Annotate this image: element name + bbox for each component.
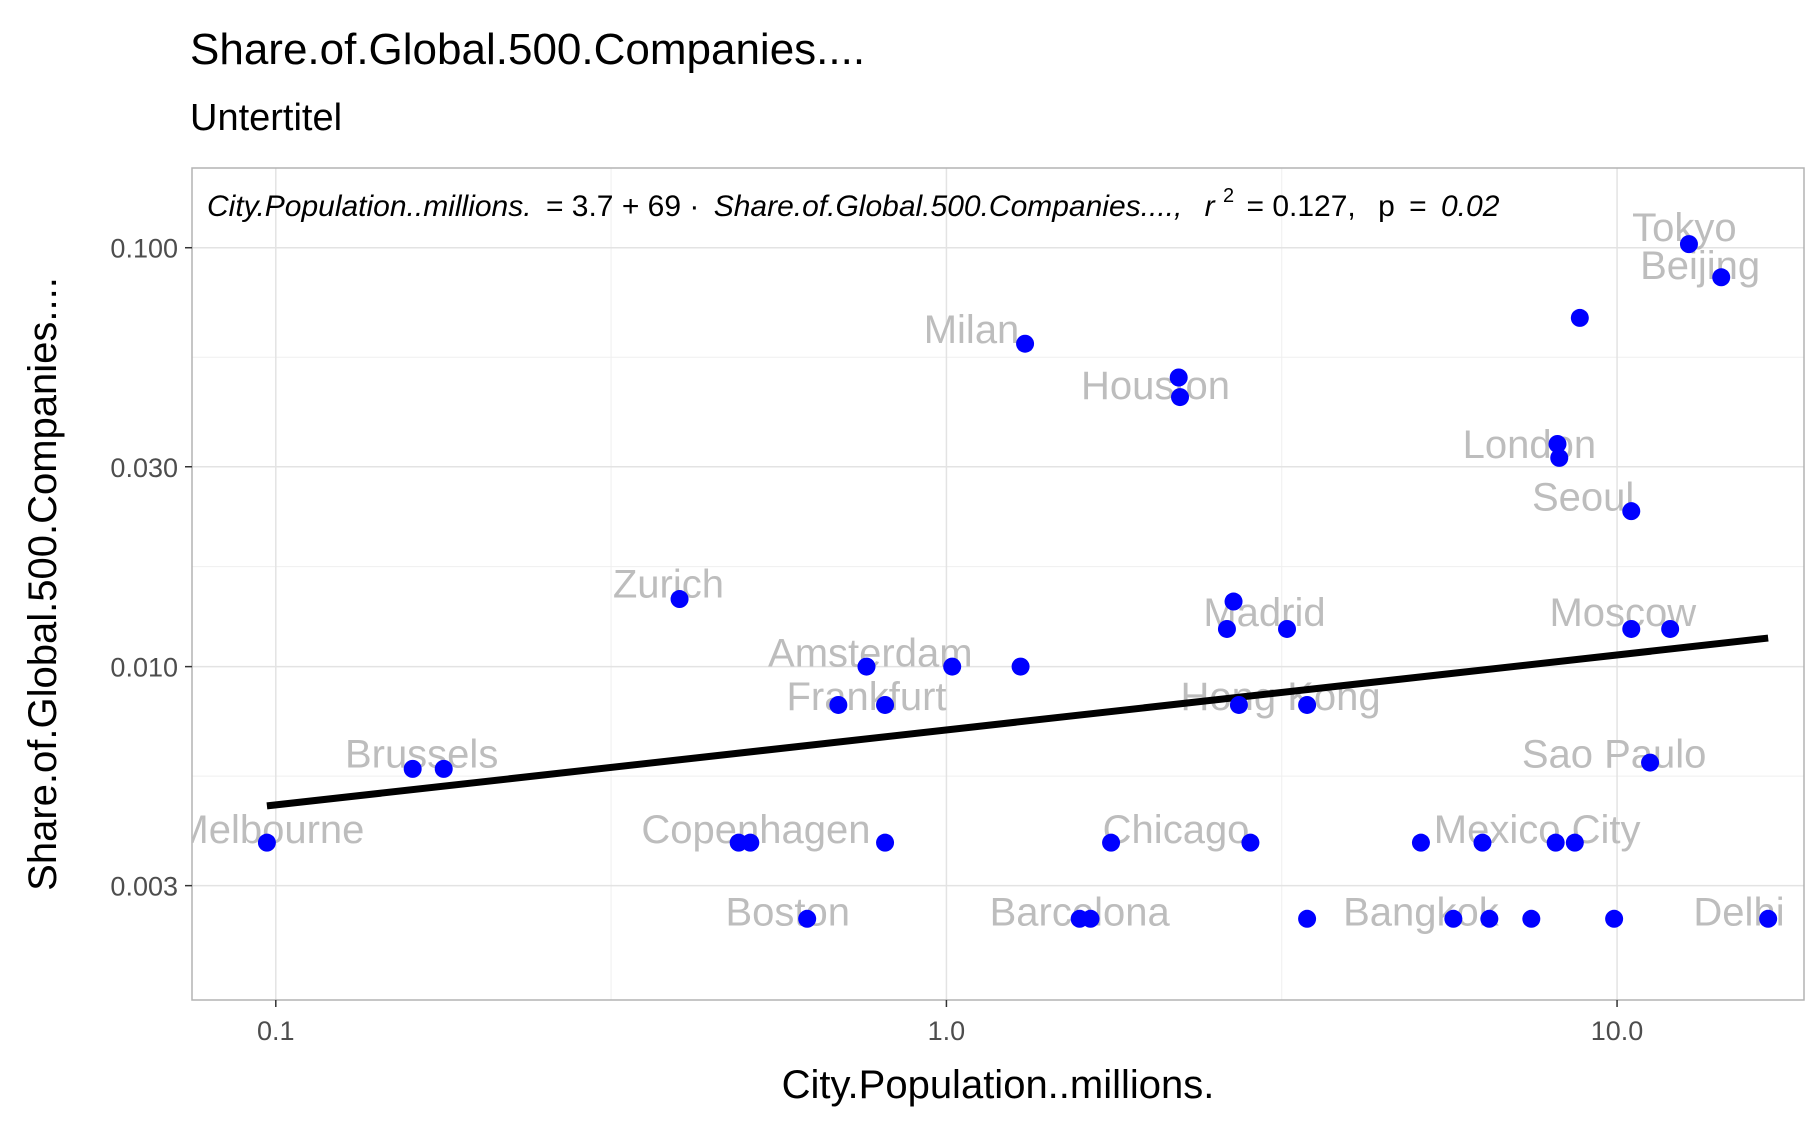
- p-value-equals: =: [1409, 190, 1427, 223]
- data-point: [876, 833, 895, 852]
- data-point: [1217, 619, 1236, 638]
- major-grid: [192, 168, 1804, 1000]
- y-tick-label: 0.100: [110, 234, 178, 264]
- data-point: [1605, 909, 1624, 928]
- p-value: 0.02: [1441, 190, 1500, 223]
- data-point: [1622, 502, 1641, 521]
- city-label: London: [1463, 423, 1596, 467]
- data-point: [829, 695, 848, 714]
- data-point: [1224, 592, 1243, 611]
- data-point: [1171, 388, 1190, 407]
- city-label: Brussels: [345, 733, 498, 777]
- data-point: [257, 833, 276, 852]
- r-squared-symbol: r: [1205, 190, 1216, 223]
- data-point: [1444, 909, 1463, 928]
- city-label: Frankfurt: [786, 675, 946, 719]
- point-labels: TokyoBeijingMilanHoustonLondonSeoulZuric…: [175, 206, 1785, 935]
- data-points: [257, 235, 1778, 928]
- x-tick-label: 10.0: [1591, 1016, 1644, 1046]
- city-label: Melbourne: [175, 808, 364, 852]
- data-point: [1565, 833, 1584, 852]
- city-label: Sao Paulo: [1522, 733, 1707, 777]
- data-point: [1522, 909, 1541, 928]
- data-point: [1679, 235, 1698, 254]
- data-point: [943, 657, 962, 676]
- equation-coefficients: = 3.7 + 69 ·: [546, 190, 708, 223]
- data-point: [741, 833, 760, 852]
- data-point: [1411, 833, 1430, 852]
- data-point: [1102, 833, 1121, 852]
- city-label: Chicago: [1103, 808, 1250, 852]
- data-point: [1759, 909, 1778, 928]
- data-point: [1278, 619, 1297, 638]
- r-squared-exponent: 2: [1223, 185, 1234, 207]
- chart-title: Share.of.Global.500.Companies....: [190, 25, 865, 74]
- data-point: [1480, 909, 1499, 928]
- x-axis-ticks: 0.1 1.0 10.0: [257, 1000, 1643, 1046]
- data-point: [1241, 833, 1260, 852]
- equation-y-term: Share.of.Global.500.Companies....,: [714, 190, 1183, 223]
- data-point: [1298, 695, 1317, 714]
- city-label: Seoul: [1532, 475, 1634, 519]
- plot-panel: [191, 167, 1805, 1001]
- data-point: [857, 657, 876, 676]
- regression-line: [266, 634, 1769, 810]
- y-tick-label: 0.030: [110, 453, 178, 483]
- data-point: [670, 590, 689, 609]
- data-point: [1661, 619, 1680, 638]
- y-tick-label: 0.010: [110, 653, 178, 683]
- x-tick-label: 0.1: [257, 1016, 295, 1046]
- data-point: [1570, 308, 1589, 327]
- data-point: [876, 695, 895, 714]
- city-label: Beijing: [1640, 244, 1760, 288]
- data-point: [1546, 833, 1565, 852]
- data-point: [1622, 619, 1641, 638]
- data-point: [1712, 268, 1731, 287]
- data-point: [1011, 657, 1030, 676]
- data-point: [1016, 334, 1035, 353]
- y-tick-label: 0.003: [110, 872, 178, 902]
- data-point: [1229, 695, 1248, 714]
- data-point: [1548, 434, 1567, 453]
- r-squared-value: = 0.127,: [1246, 190, 1355, 223]
- data-point: [1550, 448, 1569, 467]
- city-label: Zurich: [613, 562, 724, 606]
- x-tick-label: 1.0: [928, 1016, 966, 1046]
- minor-grid: [192, 168, 1804, 1000]
- data-point: [1473, 833, 1492, 852]
- city-label: Houston: [1081, 364, 1230, 408]
- p-value-symbol: p: [1378, 190, 1395, 223]
- data-point: [1081, 909, 1100, 928]
- y-axis-ticks: 0.003 0.010 0.030 0.100: [110, 234, 192, 902]
- city-label: Mexico City: [1434, 808, 1641, 852]
- equation-x-term: City.Population..millions.: [207, 190, 532, 223]
- data-point: [1169, 368, 1188, 387]
- data-point: [403, 759, 422, 778]
- chart-subtitle: Untertitel: [190, 97, 342, 139]
- data-point: [798, 909, 817, 928]
- city-label: Milan: [924, 308, 1020, 352]
- data-point: [434, 759, 453, 778]
- city-label: Boston: [726, 891, 851, 935]
- y-axis-title: Share.of.Global.500.Companies....: [21, 277, 65, 891]
- x-axis-title: City.Population..millions.: [782, 1063, 1215, 1107]
- regression-equation: City.Population..millions. = 3.7 + 69 · …: [207, 176, 1500, 223]
- data-point: [1641, 753, 1660, 772]
- data-point: [1298, 909, 1317, 928]
- city-label: Bangkok: [1343, 891, 1500, 935]
